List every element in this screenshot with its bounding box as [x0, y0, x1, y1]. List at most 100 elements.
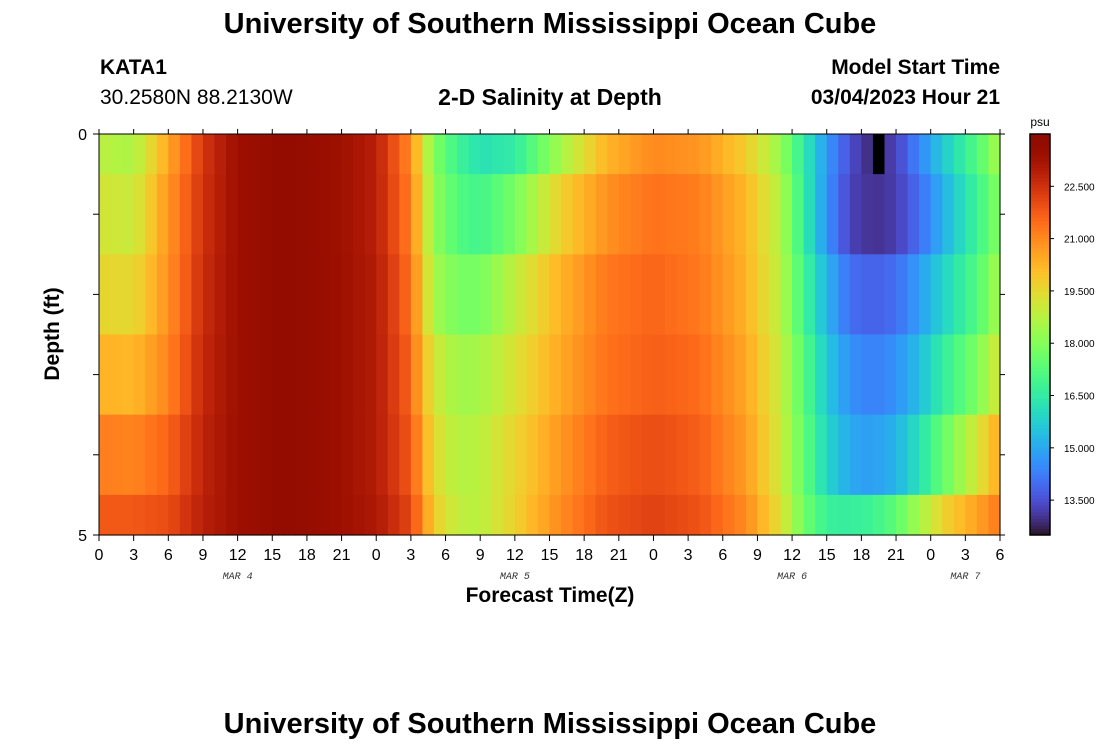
- heatmap-cell: [249, 254, 262, 336]
- heatmap-cell: [595, 494, 608, 536]
- heatmap-cell: [433, 334, 447, 416]
- colorbar-segment: [1030, 491, 1050, 496]
- plot-subtitle: 2-D Salinity at Depth: [438, 84, 662, 110]
- colorbar-segment: [1030, 177, 1050, 182]
- heatmap-cell: [561, 174, 574, 255]
- heatmap-cell: [549, 494, 562, 536]
- colorbar-segment: [1030, 144, 1050, 148]
- heatmap-cell: [826, 494, 839, 536]
- heatmap-cell: [549, 414, 562, 496]
- heatmap-cell: [792, 134, 805, 175]
- heatmap-cell: [896, 334, 909, 416]
- heatmap-cell: [168, 494, 181, 536]
- heatmap-cell: [156, 414, 169, 496]
- heatmap-cell: [699, 134, 712, 175]
- heatmap-cell: [226, 134, 239, 175]
- colorbar-segment: [1030, 397, 1050, 402]
- heatmap-cell: [399, 254, 412, 336]
- heatmap-cell: [630, 134, 643, 175]
- heatmap-cell: [896, 174, 909, 255]
- heatmap-cell: [491, 414, 504, 496]
- heatmap-cell: [630, 254, 643, 336]
- heatmap-cell: [122, 494, 135, 536]
- heatmap-cell: [815, 494, 828, 536]
- heatmap-cell: [364, 254, 377, 336]
- heatmap-cell: [260, 254, 273, 336]
- heatmap-cell: [468, 174, 481, 255]
- colorbar-segment: [1030, 451, 1050, 456]
- colorbar-segment: [1030, 341, 1050, 346]
- heatmap-cell: [237, 414, 250, 496]
- heatmap-cell: [295, 414, 308, 496]
- heatmap-cell: [630, 414, 643, 496]
- colorbar-segment: [1030, 391, 1050, 396]
- heatmap-cell: [468, 254, 481, 336]
- heatmap-cell: [260, 494, 273, 536]
- heatmap-cell: [537, 334, 551, 416]
- heatmap-cell: [306, 134, 320, 175]
- heatmap-cell: [422, 494, 435, 536]
- colorbar-tick-label: 18.000: [1064, 339, 1095, 350]
- heatmap-cell: [237, 494, 250, 536]
- heatmap-cell: [410, 134, 424, 175]
- heatmap-cell: [110, 254, 123, 336]
- colorbar-segment: [1030, 514, 1050, 519]
- heatmap-cell: [953, 134, 966, 175]
- heatmap-cell: [191, 254, 204, 336]
- heatmap-cell: [688, 414, 701, 496]
- colorbar-segment: [1030, 257, 1050, 262]
- colorbar-segment: [1030, 418, 1050, 422]
- heatmap-cell: [445, 254, 458, 336]
- heatmap-cell: [122, 414, 135, 496]
- colorbar-segment: [1030, 334, 1050, 339]
- heatmap-cell: [514, 134, 527, 175]
- heatmap-cell: [745, 414, 759, 496]
- heatmap-cell: [387, 174, 400, 255]
- heatmap-cell: [283, 174, 296, 255]
- heatmap-cell: [480, 334, 493, 416]
- heatmap-cell: [734, 134, 747, 175]
- colorbar-segment: [1030, 481, 1050, 486]
- heatmap-cell: [260, 174, 273, 255]
- x-tick-label: 21: [887, 547, 905, 564]
- heatmap-cell: [122, 254, 135, 336]
- heatmap-cell: [376, 174, 389, 255]
- heatmap-cell: [722, 174, 735, 255]
- heatmap-cell: [919, 254, 932, 336]
- heatmap-cell: [226, 254, 239, 336]
- heatmap-cell: [665, 494, 678, 536]
- heatmap-cell: [168, 134, 181, 175]
- heatmap-cell: [457, 134, 470, 175]
- heatmap-cell: [364, 174, 377, 255]
- heatmap-cell: [330, 494, 343, 536]
- heatmap-cell: [584, 134, 597, 175]
- heatmap-cell: [445, 494, 458, 536]
- heatmap-cell: [387, 414, 400, 496]
- heatmap-cell: [445, 174, 458, 255]
- colorbar-segment: [1030, 210, 1050, 215]
- heatmap-cell: [514, 174, 527, 255]
- heatmap-cell: [422, 334, 435, 416]
- colorbar-segment: [1030, 271, 1050, 275]
- heatmap-cell: [780, 134, 793, 175]
- x-tick-label: 12: [783, 547, 801, 564]
- heatmap-cell: [630, 174, 643, 255]
- heatmap-cell: [861, 254, 874, 336]
- colorbar-segment: [1030, 217, 1050, 222]
- heatmap-cell: [283, 134, 296, 175]
- heatmap-cell: [792, 174, 805, 255]
- heatmap-cell: [283, 494, 296, 536]
- colorbar-segment: [1030, 287, 1050, 292]
- heatmap-cell: [399, 494, 412, 536]
- heatmap-cell: [976, 334, 990, 416]
- heatmap-cell: [491, 254, 504, 336]
- heatmap-cell: [572, 414, 585, 496]
- heatmap-cell: [353, 414, 366, 496]
- colorbar-segment: [1030, 297, 1050, 302]
- colorbar-segment: [1030, 448, 1050, 452]
- heatmap-cell: [745, 134, 759, 175]
- heatmap-cell: [942, 254, 955, 336]
- colorbar-segment: [1030, 267, 1050, 272]
- colorbar-segment: [1030, 438, 1050, 442]
- heatmap-cell: [688, 254, 701, 336]
